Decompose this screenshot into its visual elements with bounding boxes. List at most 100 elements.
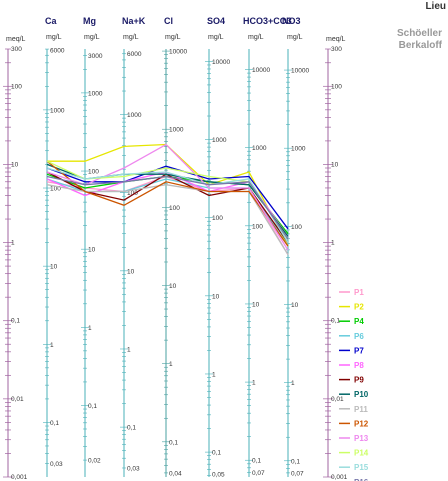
column-tick-label-Cl: 0,04 <box>169 470 182 477</box>
column-tick-label-HCO3+CO3: 1000 <box>252 145 267 152</box>
column-tick-label-NO3: 10 <box>291 302 299 309</box>
legend-label-P7: P7 <box>354 346 364 355</box>
column-tick-label-NO3: 10000 <box>291 68 309 75</box>
column-tick-label-SO4: 1000 <box>212 137 227 144</box>
column-unit-Mg: mg/L <box>84 34 100 41</box>
legend-label-P1: P1 <box>354 288 364 297</box>
column-tick-label-HCO3+CO3: 100 <box>252 223 263 230</box>
column-unit-SO4: mg/L <box>208 34 224 41</box>
column-tick-label-NO3: 0,07 <box>291 470 304 477</box>
column-tick-label-NO3: 100 <box>291 224 302 231</box>
meq-tick-label-right: 0,1 <box>331 318 340 325</box>
column-tick-label-Cl: 1 <box>169 361 173 368</box>
column-tick-label-Ca: 6000 <box>50 48 65 55</box>
column-tick-label-Na+K: 1000 <box>127 112 142 119</box>
column-unit-Ca: mg/L <box>46 34 62 41</box>
meq-tick-label-left: 0,01 <box>11 396 24 403</box>
column-tick-label-Mg: 3000 <box>88 53 103 60</box>
column-tick-label-Cl: 10000 <box>169 49 187 56</box>
column-tick-label-HCO3+CO3: 10000 <box>252 67 270 74</box>
chart-type-label-1: Schöeller <box>396 28 442 39</box>
legend-label-P6: P6 <box>354 332 364 341</box>
column-title-Ca: Ca <box>45 16 57 26</box>
meq-tick-label-left: 10 <box>11 161 19 168</box>
column-tick-label-Na+K: 0,03 <box>127 465 140 472</box>
column-tick-label-Mg: 0,02 <box>88 458 101 465</box>
column-title-Cl: Cl <box>164 16 173 26</box>
column-tick-label-SO4: 1 <box>212 371 216 378</box>
column-tick-label-NO3: 1000 <box>291 146 306 153</box>
column-tick-label-Cl: 1000 <box>169 127 184 134</box>
column-tick-label-HCO3+CO3: 1 <box>252 380 256 387</box>
column-tick-label-Ca: 0,03 <box>50 461 63 468</box>
column-tick-label-Na+K: 0,1 <box>127 425 136 432</box>
series-line-P15 <box>46 167 289 243</box>
legend-label-P14: P14 <box>354 449 369 458</box>
column-unit-Na+K: mg/L <box>123 34 139 41</box>
column-tick-label-Mg: 0,1 <box>88 403 97 410</box>
meq-tick-label-right: 0,01 <box>331 396 344 403</box>
column-tick-label-NO3: 0,1 <box>291 458 300 465</box>
column-tick-label-Mg: 10 <box>88 247 96 254</box>
column-tick-label-SO4: 0,05 <box>212 471 225 478</box>
legend-label-P10: P10 <box>354 390 369 399</box>
meq-axis-unit-right: meq/L <box>326 36 346 43</box>
column-tick-label-Ca: 1 <box>50 342 54 349</box>
meq-tick-label-right: 100 <box>331 83 342 90</box>
column-tick-label-HCO3+CO3: 0,07 <box>252 470 265 477</box>
column-title-SO4: SO4 <box>207 16 225 26</box>
meq-tick-label-left: 0,001 <box>11 474 28 481</box>
column-tick-label-HCO3+CO3: 10 <box>252 301 260 308</box>
column-tick-label-NO3: 1 <box>291 380 295 387</box>
column-tick-label-Na+K: 100 <box>127 190 138 197</box>
legend-label-P15: P15 <box>354 463 369 472</box>
legend-label-P11: P11 <box>354 405 368 414</box>
meq-tick-label-left: 100 <box>11 83 22 90</box>
column-tick-label-Ca: 10 <box>50 264 58 271</box>
column-unit-HCO3+CO3: mg/L <box>248 34 264 41</box>
legend-label-P9: P9 <box>354 376 364 385</box>
legend-label-P12: P12 <box>354 419 369 428</box>
column-tick-label-Na+K: 6000 <box>127 51 142 58</box>
meq-tick-label-right: 10 <box>331 161 339 168</box>
column-tick-label-SO4: 10000 <box>212 59 230 66</box>
column-title-HCO3+CO3: HCO3+CO3 <box>243 16 292 26</box>
column-unit-NO3: mg/L <box>287 34 303 41</box>
column-tick-label-SO4: 10 <box>212 293 220 300</box>
legend-label-P2: P2 <box>354 303 364 312</box>
meq-axis-unit-left: meq/L <box>6 36 26 43</box>
column-tick-label-HCO3+CO3: 0,1 <box>252 458 261 465</box>
column-title-Na+K: Na+K <box>122 16 146 26</box>
column-tick-label-Na+K: 10 <box>127 268 135 275</box>
column-tick-label-Mg: 100 <box>88 169 99 176</box>
meq-tick-label-right: 0,001 <box>331 474 348 481</box>
column-tick-label-Mg: 1000 <box>88 90 103 97</box>
meq-tick-label-left: 300 <box>11 46 22 53</box>
series-line-P7 <box>46 165 289 230</box>
column-tick-label-Cl: 10 <box>169 283 177 290</box>
column-tick-label-SO4: 0,1 <box>212 450 221 457</box>
column-title-Mg: Mg <box>83 16 96 26</box>
series-line-P12 <box>46 160 289 247</box>
meq-tick-label-right: 300 <box>331 46 342 53</box>
column-tick-label-SO4: 100 <box>212 215 223 222</box>
column-tick-label-Cl: 0,1 <box>169 439 178 446</box>
column-tick-label-Ca: 100 <box>50 186 61 193</box>
column-tick-label-Mg: 1 <box>88 325 92 332</box>
meq-tick-label-left: 1 <box>11 240 15 247</box>
column-tick-label-Ca: 1000 <box>50 107 65 114</box>
column-tick-label-Ca: 0,1 <box>50 420 59 427</box>
chart-type-label-2: Berkaloff <box>398 40 442 51</box>
series-line-P16 <box>46 175 289 240</box>
meq-tick-label-right: 1 <box>331 240 335 247</box>
legend-label-P8: P8 <box>354 361 364 370</box>
legend-label-P4: P4 <box>354 317 364 326</box>
legend-label-P16: P16 <box>354 478 369 481</box>
column-tick-label-Cl: 100 <box>169 205 180 212</box>
corner-title-fragment: Lieu <box>425 1 446 12</box>
column-tick-label-Na+K: 1 <box>127 346 131 353</box>
legend-label-P13: P13 <box>354 434 369 443</box>
column-unit-Cl: mg/L <box>165 34 181 41</box>
column-title-NO3: NO3 <box>282 16 301 26</box>
